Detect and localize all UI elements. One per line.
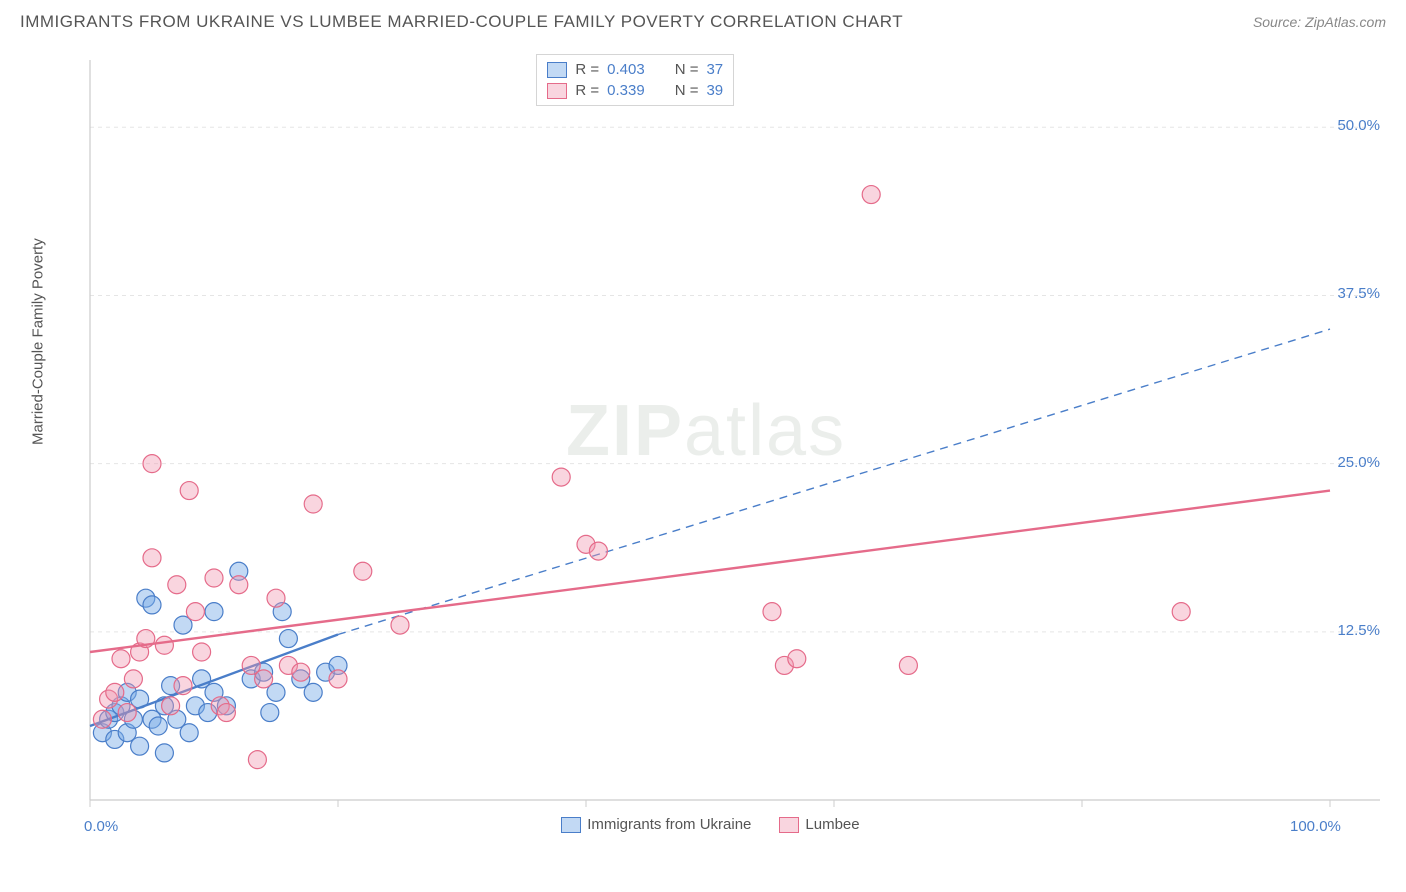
data-point xyxy=(143,549,161,567)
legend-swatch xyxy=(547,62,567,78)
data-point xyxy=(329,670,347,688)
data-point xyxy=(1172,603,1190,621)
data-point xyxy=(118,704,136,722)
y-tick-label: 37.5% xyxy=(1337,285,1380,302)
data-point xyxy=(93,710,111,728)
x-tick-label: 100.0% xyxy=(1290,818,1341,835)
y-axis-label: Married-Couple Family Poverty xyxy=(30,238,47,445)
source-attribution: Source: ZipAtlas.com xyxy=(1253,14,1386,30)
chart-container: Married-Couple Family Poverty ZIPatlas R… xyxy=(46,50,1386,840)
data-point xyxy=(589,542,607,560)
data-point xyxy=(248,751,266,769)
trend-line-extrapolated xyxy=(338,329,1330,634)
scatter-plot xyxy=(46,50,1386,840)
data-point xyxy=(149,717,167,735)
legend-item: Immigrants from Ukraine xyxy=(561,816,751,833)
correlation-legend: R = 0.403 N = 37 R = 0.339 N = 39 xyxy=(536,54,734,106)
data-point xyxy=(261,704,279,722)
y-tick-label: 50.0% xyxy=(1337,117,1380,134)
legend-swatch xyxy=(561,817,581,833)
data-point xyxy=(180,724,198,742)
r-label: R = xyxy=(575,82,599,99)
data-point xyxy=(162,697,180,715)
data-point xyxy=(304,683,322,701)
r-label: R = xyxy=(575,61,599,78)
y-tick-label: 25.0% xyxy=(1337,454,1380,471)
n-value: 39 xyxy=(706,82,723,99)
data-point xyxy=(292,663,310,681)
trend-line xyxy=(90,491,1330,652)
data-point xyxy=(180,482,198,500)
data-point xyxy=(155,744,173,762)
data-point xyxy=(304,495,322,513)
data-point xyxy=(174,677,192,695)
data-point xyxy=(230,576,248,594)
legend-item: Lumbee xyxy=(779,816,859,833)
n-label: N = xyxy=(675,82,699,99)
legend-row: R = 0.339 N = 39 xyxy=(547,80,723,101)
data-point xyxy=(168,576,186,594)
x-tick-label: 0.0% xyxy=(84,818,118,835)
data-point xyxy=(788,650,806,668)
header: IMMIGRANTS FROM UKRAINE VS LUMBEE MARRIE… xyxy=(0,0,1406,40)
data-point xyxy=(217,704,235,722)
data-point xyxy=(763,603,781,621)
r-value: 0.339 xyxy=(607,82,645,99)
data-point xyxy=(112,650,130,668)
data-point xyxy=(205,569,223,587)
data-point xyxy=(155,636,173,654)
data-point xyxy=(354,562,372,580)
data-point xyxy=(899,656,917,674)
data-point xyxy=(124,670,142,688)
legend-swatch xyxy=(779,817,799,833)
data-point xyxy=(143,455,161,473)
r-value: 0.403 xyxy=(607,61,645,78)
n-value: 37 xyxy=(706,61,723,78)
data-point xyxy=(279,630,297,648)
series-legend: Immigrants from Ukraine Lumbee xyxy=(561,816,859,833)
data-point xyxy=(391,616,409,634)
legend-label: Immigrants from Ukraine xyxy=(587,816,751,833)
legend-label: Lumbee xyxy=(805,816,859,833)
data-point xyxy=(205,603,223,621)
data-point xyxy=(267,589,285,607)
legend-swatch xyxy=(547,83,567,99)
data-point xyxy=(143,596,161,614)
data-point xyxy=(862,186,880,204)
data-point xyxy=(193,643,211,661)
n-label: N = xyxy=(675,61,699,78)
data-point xyxy=(552,468,570,486)
data-point xyxy=(131,737,149,755)
y-tick-label: 12.5% xyxy=(1337,622,1380,639)
chart-title: IMMIGRANTS FROM UKRAINE VS LUMBEE MARRIE… xyxy=(20,12,903,32)
data-point xyxy=(106,683,124,701)
data-point xyxy=(255,670,273,688)
data-point xyxy=(186,603,204,621)
legend-row: R = 0.403 N = 37 xyxy=(547,59,723,80)
